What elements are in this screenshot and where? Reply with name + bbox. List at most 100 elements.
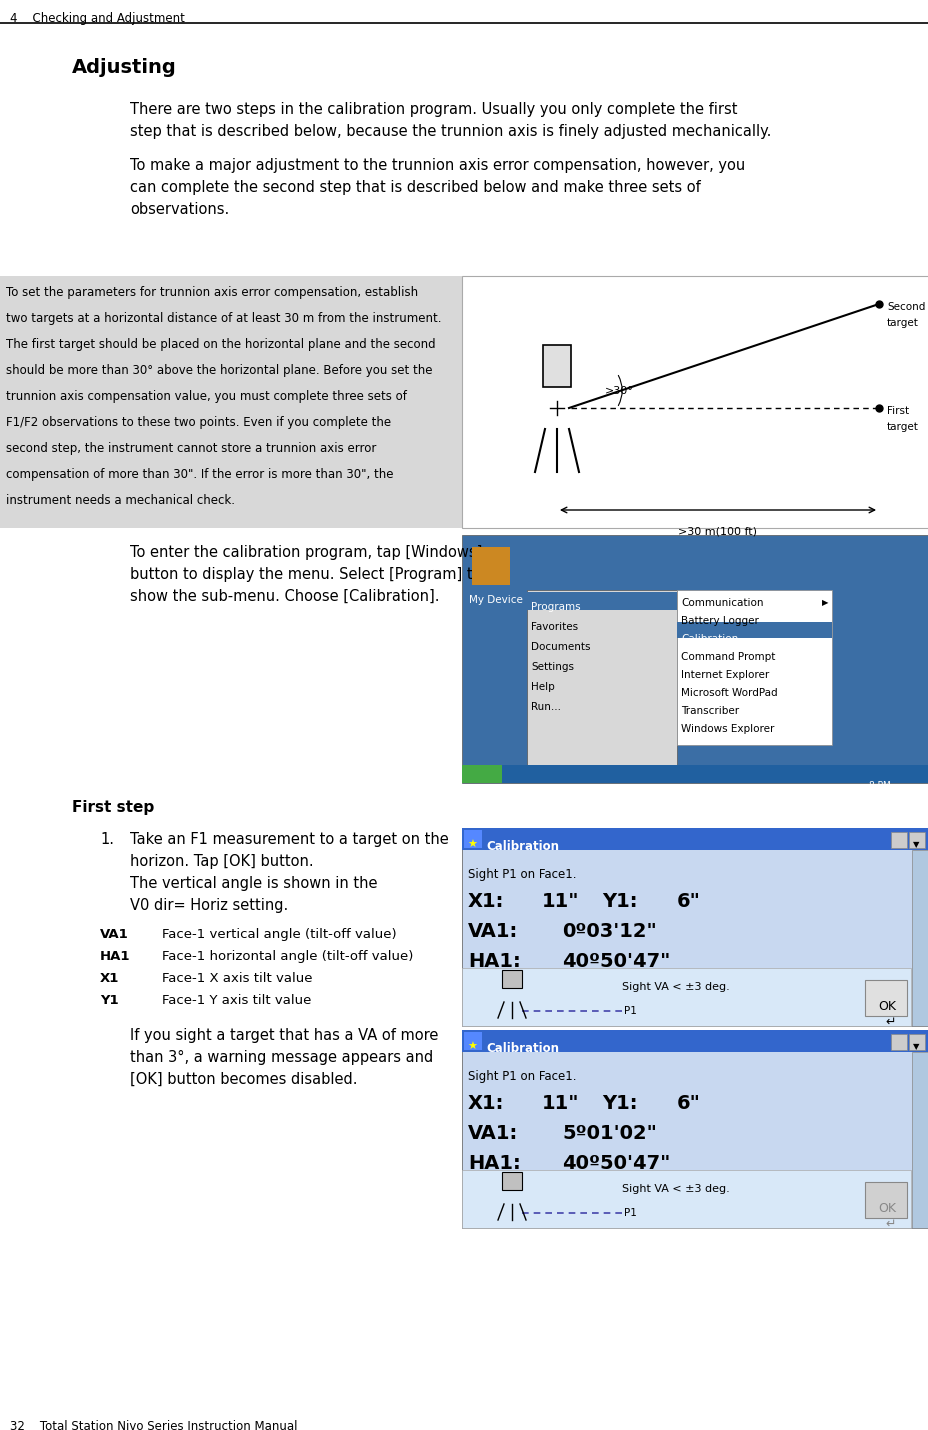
Text: target: target (886, 317, 918, 327)
Text: Help: Help (531, 682, 554, 692)
Text: two targets at a horizontal distance of at least 30 m from the instrument.: two targets at a horizontal distance of … (6, 312, 441, 325)
Text: OK: OK (877, 1000, 895, 1012)
Text: OK: OK (877, 1203, 895, 1216)
Text: Documents: Documents (531, 642, 590, 652)
Text: Command Prompt: Command Prompt (680, 652, 775, 662)
Text: Second: Second (886, 302, 924, 312)
Text: Run...: Run... (531, 702, 561, 712)
Bar (471, 548, 509, 585)
Bar (890, 832, 906, 848)
Text: Battery Logger: Battery Logger (680, 616, 758, 626)
Bar (890, 1034, 906, 1050)
Text: ↵: ↵ (884, 1015, 896, 1030)
Bar (461, 535, 928, 784)
Text: X1: X1 (100, 972, 119, 985)
Text: HA1:: HA1: (468, 952, 521, 971)
Text: If you sight a target that has a VA of more: If you sight a target that has a VA of m… (130, 1028, 438, 1042)
Text: 11": 11" (541, 892, 579, 911)
Text: Settings: Settings (531, 662, 574, 672)
Text: Sight VA < ±3 deg.: Sight VA < ±3 deg. (622, 982, 729, 992)
Text: second step, the instrument cannot store a trunnion axis error: second step, the instrument cannot store… (6, 442, 376, 455)
Text: 40º50'47": 40º50'47" (561, 1154, 670, 1173)
Bar (461, 828, 928, 849)
Text: VA1: VA1 (100, 928, 129, 941)
Text: Transcriber: Transcriber (680, 706, 739, 716)
Text: Y1:: Y1: (601, 1094, 637, 1113)
Text: show the sub-menu. Choose [Calibration].: show the sub-menu. Choose [Calibration]. (130, 589, 439, 603)
Bar (461, 828, 928, 1025)
Text: observations.: observations. (130, 202, 229, 217)
Text: VA1:: VA1: (468, 1124, 518, 1143)
Text: The first target should be placed on the horizontal plane and the second: The first target should be placed on the… (6, 337, 435, 350)
Text: Communication: Communication (680, 598, 763, 608)
Bar (864, 1183, 906, 1218)
Text: Microsoft WordPad: Microsoft WordPad (680, 688, 777, 698)
Text: To enter the calibration program, tap [Windows]: To enter the calibration program, tap [W… (130, 545, 482, 561)
Text: Sight P1 on Face1.: Sight P1 on Face1. (468, 868, 576, 881)
Text: Y1:: Y1: (601, 892, 637, 911)
Text: can complete the second step that is described below and make three sets of: can complete the second step that is des… (130, 180, 700, 194)
Text: ↵: ↵ (884, 1218, 896, 1231)
Text: X1:: X1: (468, 1094, 504, 1113)
Text: Face-1 horizontal angle (tilt-off value): Face-1 horizontal angle (tilt-off value) (161, 950, 413, 962)
Text: HA1:: HA1: (468, 1154, 521, 1173)
Text: 8 PM: 8 PM (868, 781, 890, 789)
Text: 5º01'02": 5º01'02" (561, 1124, 656, 1143)
Text: F1/F2 observations to these two points. Even if you complete the: F1/F2 observations to these two points. … (6, 416, 391, 429)
Text: Sight P1 on Face1.: Sight P1 on Face1. (468, 1070, 576, 1083)
Text: ▶: ▶ (821, 598, 828, 606)
Text: First step: First step (72, 799, 154, 815)
Text: Sight VA < ±3 deg.: Sight VA < ±3 deg. (622, 1184, 729, 1194)
Text: 32    Total Station Nivo Series Instruction Manual: 32 Total Station Nivo Series Instruction… (10, 1420, 297, 1430)
Text: Favorites: Favorites (531, 622, 577, 632)
Bar (526, 591, 677, 774)
Text: trunnion axis compensation value, you must complete three sets of: trunnion axis compensation value, you mu… (6, 390, 406, 403)
Bar (911, 849, 927, 1025)
Text: ★: ★ (467, 1042, 476, 1052)
Text: target: target (886, 422, 918, 432)
Text: 0º03'12": 0º03'12" (561, 922, 656, 941)
Text: >30 m(100 ft): >30 m(100 ft) (677, 526, 756, 536)
Bar (908, 1034, 924, 1050)
Text: ▼: ▼ (912, 839, 919, 849)
Text: Face-1 X axis tilt value: Face-1 X axis tilt value (161, 972, 312, 985)
Text: Programs: Programs (531, 602, 580, 612)
Text: Y1: Y1 (100, 994, 119, 1007)
Text: To make a major adjustment to the trunnion axis error compensation, however, you: To make a major adjustment to the trunni… (130, 157, 744, 173)
Bar (501, 1173, 522, 1190)
Bar (864, 980, 906, 1015)
Text: 4    Checking and Adjustment: 4 Checking and Adjustment (10, 11, 185, 24)
Bar (0, 276, 461, 528)
Text: P1: P1 (624, 1208, 637, 1218)
Text: instrument needs a mechanical check.: instrument needs a mechanical check. (6, 493, 235, 508)
Text: compensation of more than 30". If the error is more than 30", the: compensation of more than 30". If the er… (6, 468, 393, 480)
Text: than 3°, a warning message appears and: than 3°, a warning message appears and (130, 1050, 432, 1065)
Bar (526, 592, 677, 611)
Text: Calibration: Calibration (680, 633, 738, 644)
Text: ★: ★ (467, 839, 476, 849)
Text: Calibration: Calibration (485, 839, 559, 854)
Text: There are two steps in the calibration program. Usually you only complete the fi: There are two steps in the calibration p… (130, 102, 737, 117)
Text: button to display the menu. Select [Program] to: button to display the menu. Select [Prog… (130, 568, 481, 582)
Bar (677, 591, 831, 745)
Text: should be more than 30° above the horizontal plane. Before you set the: should be more than 30° above the horizo… (6, 365, 432, 378)
Bar (461, 1030, 928, 1052)
Bar (501, 970, 522, 988)
Text: 6": 6" (677, 892, 700, 911)
Text: HA1: HA1 (100, 950, 130, 962)
Bar (911, 1052, 927, 1228)
Text: step that is described below, because the trunnion axis is finely adjusted mecha: step that is described below, because th… (130, 124, 770, 139)
Text: 1.: 1. (100, 832, 114, 847)
Text: VA1:: VA1: (468, 922, 518, 941)
Text: 6": 6" (677, 1094, 700, 1113)
Bar (461, 765, 928, 784)
Bar (542, 345, 571, 388)
Text: Internet Explorer: Internet Explorer (680, 671, 768, 681)
Bar (463, 829, 482, 848)
Text: V0 dir= Horiz setting.: V0 dir= Horiz setting. (130, 898, 288, 912)
Text: Calibration: Calibration (485, 1042, 559, 1055)
Text: Face-1 vertical angle (tilt-off value): Face-1 vertical angle (tilt-off value) (161, 928, 396, 941)
Text: First: First (886, 406, 909, 416)
Text: Face-1 Y axis tilt value: Face-1 Y axis tilt value (161, 994, 311, 1007)
Text: To set the parameters for trunnion axis error compensation, establish: To set the parameters for trunnion axis … (6, 286, 418, 299)
